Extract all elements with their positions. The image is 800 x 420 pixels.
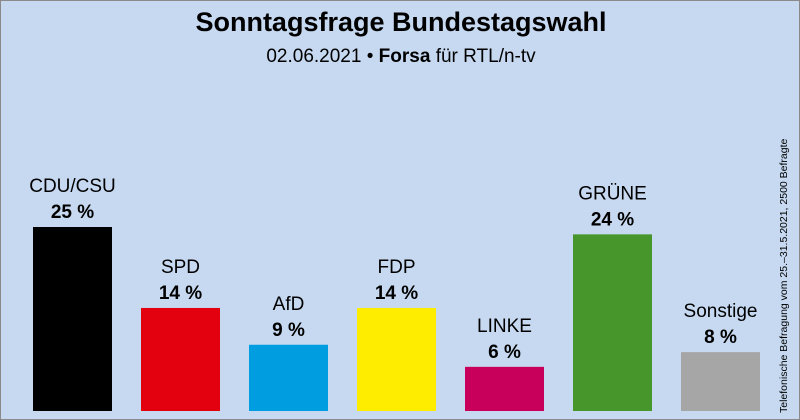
- value-label-cdu-csu: 25 %: [51, 202, 94, 223]
- survey-footnote: Telefonische Befragung vom 25.–31.5.2021…: [778, 138, 790, 413]
- bar-sonstige: [681, 352, 760, 411]
- separator-bullet: •: [366, 46, 374, 67]
- value-label-fdp: 14 %: [375, 283, 418, 304]
- category-label-linke: LINKE: [477, 316, 532, 337]
- value-label-afd: 9 %: [272, 320, 305, 341]
- poll-institute: Forsa: [378, 46, 431, 67]
- value-label-gruene: 24 %: [591, 209, 634, 230]
- category-label-sonstige: Sonstige: [684, 301, 758, 322]
- bar-linke: [465, 366, 544, 411]
- bar-gruene: [573, 234, 652, 411]
- bar-afd: [249, 344, 328, 411]
- value-label-sonstige: 8 %: [704, 327, 737, 348]
- value-label-linke: 6 %: [488, 342, 521, 363]
- value-label-spd: 14 %: [159, 283, 202, 304]
- category-label-fdp: FDP: [378, 257, 416, 278]
- category-label-afd: AfD: [273, 294, 305, 315]
- poll-client: für RTL/n-tv: [435, 46, 536, 67]
- bar-cdu-csu: [33, 227, 112, 411]
- category-label-gruene: GRÜNE: [578, 183, 647, 204]
- category-label-cdu-csu: CDU/CSU: [29, 176, 116, 197]
- category-label-spd: SPD: [161, 257, 200, 278]
- chart-title: Sonntagsfrage Bundestagswahl: [195, 7, 607, 37]
- poll-date: 02.06.2021: [266, 46, 362, 67]
- bar-fdp: [357, 307, 436, 411]
- bar-spd: [141, 307, 220, 411]
- chart-subtitle: 02.06.2021 • Forsa für RTL/n-tv: [1, 46, 799, 68]
